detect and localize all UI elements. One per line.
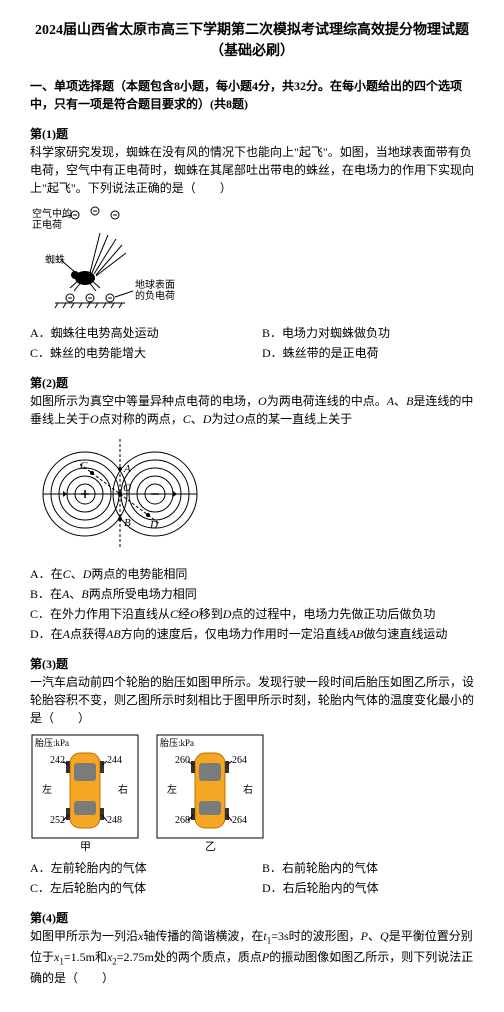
spider-label: 蜘蛛 [45,253,65,266]
q1-opt-b: B．电场力对蜘蛛做负功 [262,324,474,342]
q1-body: 科学家研究发现，蜘蛛在没有风的情况下也能向上"起飞"。如图，当地球表面带有负电荷… [30,143,474,197]
q3-options: A．左前轮胎内的气体 B．右前轮胎内的气体 C．左后轮胎内的气体 D．右后轮胎内… [30,859,474,897]
ground-label-1: 地球表面 [135,278,175,291]
q3-opt-d: D．右后轮胎内的气体 [262,879,474,897]
q2-opt-c: C．在外力作用下沿直线从C经O移到D点的过程中，电场力先做正功后做负功 [30,605,474,623]
svg-text:右: 右 [243,783,253,796]
section-heading: 一、单项选择题（本题包含8小题，每小题4分，共32分。在每小题给出的四个选项中，… [30,77,474,113]
q2-opt-a: A．在C、D两点的电势能相同 [30,565,474,583]
q4-body: 如图甲所示为一列沿x轴传播的简谐横波，在t1=3s时的波形图，P、Q是平衡位置分… [30,927,474,987]
q2-figure: A B C D O [30,434,474,559]
svg-text:左: 左 [42,783,52,796]
q2-opt-b: B．在A、B两点所受电场力相同 [30,585,474,603]
svg-text:A: A [123,463,131,475]
svg-text:244: 244 [107,755,122,766]
svg-text:O: O [123,482,131,494]
svg-text:248: 248 [107,815,122,826]
q1-opt-c: C．蛛丝的电势能增大 [30,344,242,362]
q3-body: 一汽车启动前四个轮胎的胎压如图甲所示。发现行驶一段时间后胎压如图乙所示，设轮胎容… [30,673,474,727]
pressure-label-2: 胎压:kPa [160,737,194,748]
q1-options: A．蜘蛛往电势高处运动 B．电场力对蜘蛛做负功 C．蛛丝的电势能增大 D．蛛丝带… [30,324,474,362]
svg-text:B: B [124,517,131,529]
q2-body: 如图所示为真空中等量异种点电荷的电场，O为两电荷连线的中点。A、B是连线的中垂线… [30,392,474,428]
svg-text:D: D [149,519,158,531]
air-label-2: 正电荷 [32,218,62,231]
q3-label: 第(3)题 [30,655,474,673]
svg-text:252: 252 [50,815,65,826]
svg-text:乙: 乙 [205,840,216,853]
svg-text:左: 左 [167,783,177,796]
svg-text:C: C [80,460,88,472]
svg-text:264: 264 [232,815,247,826]
q1-opt-d: D．蛛丝带的是正电荷 [262,344,474,362]
q3-opt-c: C．左后轮胎内的气体 [30,879,242,897]
page-title: 2024届山西省太原市高三下学期第二次模拟考试理综高效提分物理试题（基础必刷） [30,20,474,62]
q1-label: 第(1)题 [30,125,474,143]
svg-text:268: 268 [175,815,190,826]
svg-text:右: 右 [118,783,128,796]
q3-opt-a: A．左前轮胎内的气体 [30,859,242,877]
q2-opt-d: D．在A点获得AB方向的速度后，仅电场力作用时一定沿直线AB做匀速直线运动 [30,625,474,643]
q1-opt-a: A．蜘蛛往电势高处运动 [30,324,242,342]
q3-opt-b: B．右前轮胎内的气体 [262,859,474,877]
q2-label: 第(2)题 [30,374,474,392]
svg-text:242: 242 [50,755,65,766]
q1-figure: 空气中的 正电荷 蜘蛛 地球表面 的负电荷 [30,203,474,318]
q4-label: 第(4)题 [30,909,474,927]
svg-text:甲: 甲 [80,841,91,853]
pressure-label-1: 胎压:kPa [35,737,69,748]
q3-figure: 胎压:kPa 242 244 252 248 左 右 甲 胎压:kPa 260 … [30,733,474,853]
q2-options: A．在C、D两点的电势能相同 B．在A、B两点所受电场力相同 C．在外力作用下沿… [30,565,474,643]
svg-text:264: 264 [232,755,247,766]
air-label-1: 空气中的 [32,207,72,220]
ground-label-2: 的负电荷 [135,289,175,302]
svg-text:260: 260 [175,755,190,766]
